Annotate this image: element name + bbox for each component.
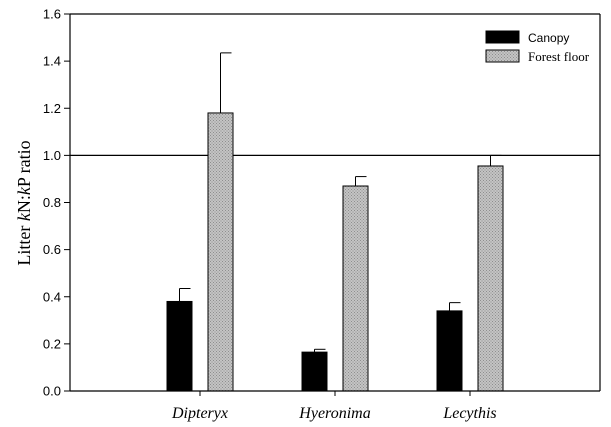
legend-label-canopy: Canopy <box>528 31 569 45</box>
y-tick-label: 0.8 <box>43 195 61 210</box>
legend-label-forest-floor: Forest floor <box>528 49 590 64</box>
x-category-label: Hyeronima <box>298 405 370 422</box>
bar-forest-floor <box>342 185 369 392</box>
y-tick-label: 0.2 <box>43 336 61 351</box>
legend: Canopy Forest floor <box>485 30 590 64</box>
bar-forest-floor <box>477 165 504 392</box>
bar-canopy <box>436 310 463 392</box>
x-category-label: Lecythis <box>442 405 496 422</box>
x-category-label: Dipteryx <box>171 405 228 422</box>
bar-canopy <box>301 351 328 392</box>
legend-swatch-canopy <box>485 30 520 44</box>
y-tick-label: 1.0 <box>43 148 61 163</box>
y-tick-label: 1.4 <box>43 54 61 69</box>
legend-swatch-forest-floor <box>485 49 520 63</box>
y-axis-label: Litter kN:kP ratio <box>14 140 34 265</box>
y-tick-label: 1.2 <box>43 101 61 116</box>
y-tick-label: 0.6 <box>43 242 61 257</box>
y-tick-label: 0.0 <box>43 384 61 399</box>
bar-forest-floor <box>207 112 234 392</box>
y-tick-label: 1.6 <box>43 7 61 22</box>
bar-canopy <box>166 300 193 392</box>
y-tick-label: 0.4 <box>43 289 61 304</box>
